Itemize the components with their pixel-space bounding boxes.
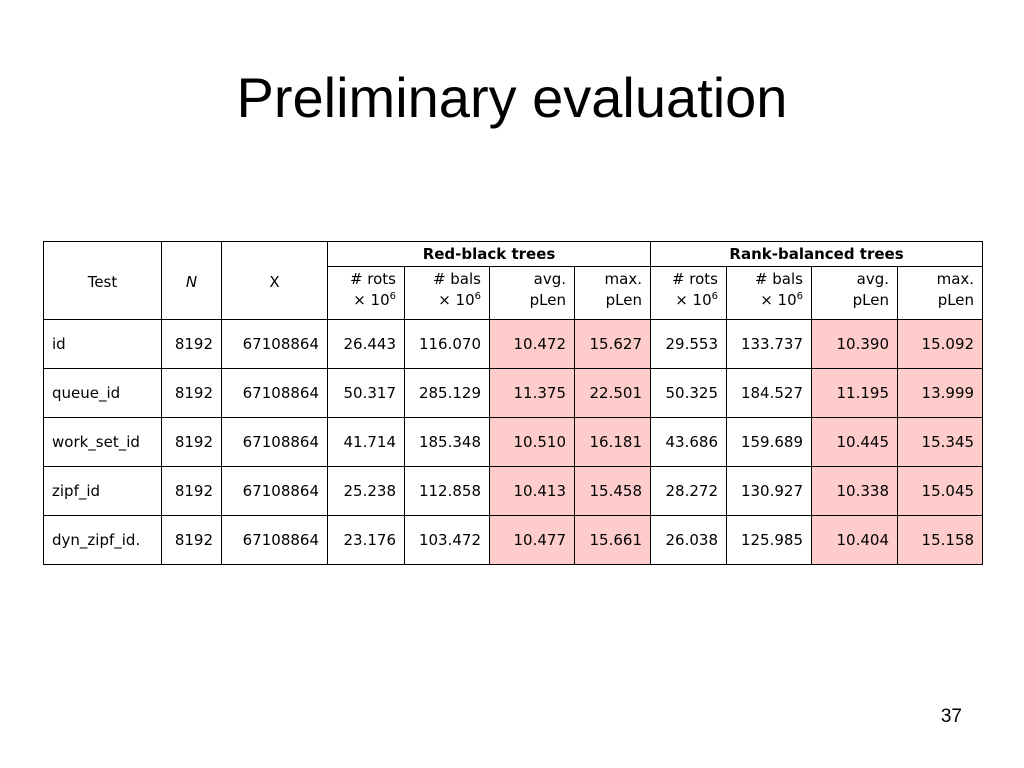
cell-rk-avg-plen: 10.404 [811,515,898,565]
cell-rb-avg-plen: 10.477 [489,515,575,565]
header-row-subcols: # rots × 106 # bals × 106 avg. pLen max. pLe… [44,266,984,320]
cell-rk-max-plen: 15.092 [896,319,984,369]
cell-rk-bals: 159.689 [726,417,812,467]
cell-rb-rots: 25.238 [327,466,405,516]
table-row: id 8192 67108864 26.443 116.070 10.472 1… [43,319,984,369]
table-row: work_set_id 8192 67108864 41.714 185.348… [43,417,984,467]
cell-n: 8192 [161,515,222,565]
cell-rb-max-plen: 22.501 [574,368,651,418]
cell-rk-avg-plen: 10.445 [811,417,898,467]
header-subcol: # rots × 106 [327,266,405,320]
cell-rb-rots: 23.176 [327,515,405,565]
slide-title: Preliminary evaluation [236,66,788,129]
cell-rk-bals: 130.927 [726,466,812,516]
cell-test: zipf_id [43,466,162,516]
cell-rb-avg-plen: 10.510 [489,417,575,467]
cell-rk-bals: 133.737 [726,319,812,369]
header-subcol: # bals × 106 [404,266,490,320]
cell-rb-rots: 41.714 [327,417,405,467]
cell-rk-avg-plen: 10.338 [811,466,898,516]
cell-rk-max-plen: 15.345 [896,417,984,467]
cell-x: 67108864 [221,368,328,418]
header-subcol: avg. pLen [489,266,575,320]
cell-rk-rots: 26.038 [650,515,727,565]
header-group-rank-balanced: Rank-balanced trees [649,241,984,267]
cell-rb-bals: 285.129 [404,368,490,418]
table-row: zipf_id 8192 67108864 25.238 112.858 10.… [43,466,984,516]
results-table: Test N X Red-black trees Rank-balanced t… [43,241,984,565]
cell-rb-max-plen: 15.661 [574,515,651,565]
cell-rk-rots: 50.325 [650,368,727,418]
cell-x: 67108864 [221,515,328,565]
cell-rb-rots: 50.317 [327,368,405,418]
cell-rk-bals: 184.527 [726,368,812,418]
header-x: X [221,241,328,320]
table-row: queue_id 8192 67108864 50.317 285.129 11… [43,368,984,418]
cell-rb-bals: 185.348 [404,417,490,467]
cell-x: 67108864 [221,319,328,369]
cell-test: queue_id [43,368,162,418]
header-subcol: max. pLen [574,266,651,320]
cell-rb-bals: 116.070 [404,319,490,369]
cell-rb-avg-plen: 10.413 [489,466,575,516]
header-subcol: avg. pLen [811,266,898,320]
header-subcol: max. pLen [896,266,984,320]
cell-rb-rots: 26.443 [327,319,405,369]
header-row-groups: Test N X Red-black trees Rank-balanced t… [43,241,984,320]
cell-test: work_set_id [43,417,162,467]
cell-rk-max-plen: 15.045 [896,466,984,516]
cell-x: 67108864 [221,417,328,467]
cell-test: dyn_zipf_id. [43,515,162,565]
cell-rk-avg-plen: 11.195 [811,368,898,418]
cell-rk-rots: 43.686 [650,417,727,467]
cell-rk-avg-plen: 10.390 [811,319,898,369]
cell-n: 8192 [161,417,222,467]
cell-rb-bals: 112.858 [404,466,490,516]
cell-rb-max-plen: 15.627 [574,319,651,369]
header-test: Test [43,241,162,320]
header-subcol: # bals × 106 [726,266,812,320]
cell-rk-rots: 29.553 [650,319,727,369]
cell-rb-bals: 103.472 [404,515,490,565]
header-subcol: # rots × 106 [650,266,727,320]
table-row: dyn_zipf_id. 8192 67108864 23.176 103.47… [43,515,984,565]
cell-rk-rots: 28.272 [650,466,727,516]
cell-rb-avg-plen: 10.472 [489,319,575,369]
cell-rb-avg-plen: 11.375 [489,368,575,418]
cell-x: 67108864 [221,466,328,516]
cell-rb-max-plen: 16.181 [574,417,651,467]
header-group-red-black: Red-black trees [327,241,651,267]
cell-rk-bals: 125.985 [726,515,812,565]
cell-n: 8192 [161,368,222,418]
cell-n: 8192 [161,466,222,516]
cell-rb-max-plen: 15.458 [574,466,651,516]
cell-n: 8192 [161,319,222,369]
cell-test: id [43,319,162,369]
header-n: N [161,241,222,320]
page-number: 37 [940,706,962,727]
cell-rk-max-plen: 15.158 [896,515,984,565]
cell-rk-max-plen: 13.999 [896,368,984,418]
